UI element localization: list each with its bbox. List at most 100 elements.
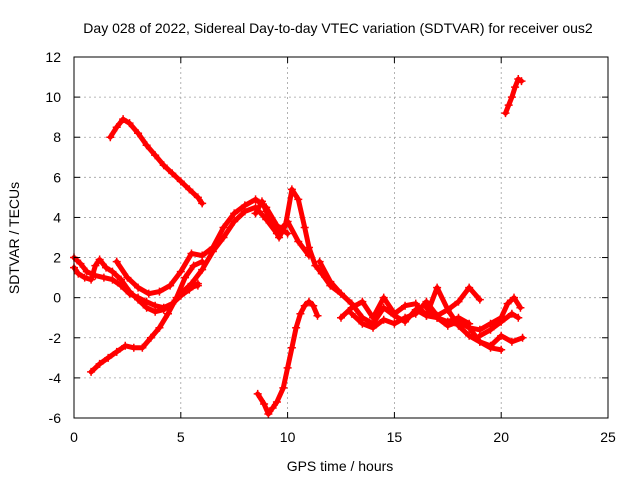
tick-layer: 0 5 10 15 20 25 -6 -4 -2 0 2 4 6 8 10 12 xyxy=(45,49,616,445)
data-point xyxy=(358,319,367,328)
data-point xyxy=(166,281,175,290)
data-point xyxy=(176,289,185,298)
series-layer xyxy=(70,75,527,418)
data-point xyxy=(95,359,104,368)
data-point xyxy=(465,331,474,340)
data-point xyxy=(300,223,309,232)
series-line xyxy=(178,204,312,297)
data-point xyxy=(208,247,217,256)
data-point xyxy=(138,343,147,352)
data-point xyxy=(300,301,309,310)
series-track-c xyxy=(87,257,207,376)
data-point xyxy=(108,267,117,276)
data-point xyxy=(155,287,164,296)
data-point xyxy=(510,293,519,302)
data-point xyxy=(272,397,281,406)
y-tick-label: -2 xyxy=(49,330,62,346)
data-point xyxy=(518,333,527,342)
data-point xyxy=(159,161,168,170)
data-point xyxy=(283,229,292,238)
data-point xyxy=(369,313,378,322)
y-axis-label: SDTVAR / TECUs xyxy=(6,182,22,294)
data-point xyxy=(108,275,117,284)
data-point xyxy=(287,185,296,194)
data-point xyxy=(507,309,516,318)
data-point xyxy=(475,295,484,304)
data-point xyxy=(507,337,516,346)
data-point xyxy=(454,297,463,306)
data-point xyxy=(151,307,160,316)
data-point xyxy=(422,303,431,312)
series-line xyxy=(107,116,205,206)
data-point xyxy=(475,331,484,340)
y-tick-label: 10 xyxy=(45,89,61,105)
data-point xyxy=(281,221,290,230)
data-point xyxy=(112,257,121,266)
series-track-h xyxy=(253,297,322,418)
data-point xyxy=(168,169,177,178)
data-point xyxy=(155,323,164,332)
data-point xyxy=(219,233,228,242)
data-point xyxy=(91,261,100,270)
data-point xyxy=(268,221,277,230)
data-point xyxy=(296,309,305,318)
y-tick-label: 4 xyxy=(53,209,61,225)
data-point xyxy=(185,185,194,194)
data-point xyxy=(123,273,132,282)
data-point xyxy=(119,115,128,124)
y-tick-label: 6 xyxy=(53,169,61,185)
series-line xyxy=(423,305,526,349)
data-point xyxy=(411,299,420,308)
x-axis-label: GPS time / hours xyxy=(287,458,394,474)
data-point xyxy=(106,133,115,142)
data-point xyxy=(104,353,113,362)
data-point xyxy=(294,237,303,246)
data-point xyxy=(264,409,273,418)
data-point xyxy=(358,297,367,306)
data-point xyxy=(253,389,262,398)
data-point xyxy=(142,141,151,150)
data-point xyxy=(151,151,160,160)
data-point xyxy=(172,293,181,302)
series-track-j xyxy=(337,283,484,322)
data-point xyxy=(401,313,410,322)
series-track-o xyxy=(501,75,526,118)
data-point xyxy=(176,177,185,186)
data-point xyxy=(134,295,143,304)
data-point xyxy=(454,317,463,326)
data-point xyxy=(511,83,520,92)
data-point xyxy=(337,313,345,322)
data-point xyxy=(74,269,83,278)
data-point xyxy=(260,399,269,408)
data-point xyxy=(326,277,335,286)
data-point xyxy=(76,259,85,268)
data-point xyxy=(189,261,198,270)
series-track-l xyxy=(422,303,527,350)
data-point xyxy=(193,281,202,290)
data-point xyxy=(292,323,301,332)
data-point xyxy=(443,321,452,330)
x-tick-label: 0 xyxy=(70,429,78,445)
y-tick-label: -4 xyxy=(49,370,62,386)
data-point xyxy=(134,283,143,292)
y-tick-label: -6 xyxy=(49,410,62,426)
data-point xyxy=(230,209,239,218)
data-point xyxy=(193,193,202,202)
data-point xyxy=(497,345,506,354)
data-point xyxy=(390,319,399,328)
data-point xyxy=(198,251,207,260)
data-point xyxy=(313,311,322,320)
data-point xyxy=(129,343,138,352)
data-point xyxy=(422,311,431,320)
data-point xyxy=(369,323,378,332)
data-point xyxy=(501,109,510,118)
data-point xyxy=(82,267,91,276)
x-tick-label: 15 xyxy=(387,429,403,445)
series-track-e xyxy=(112,195,292,298)
data-point xyxy=(497,317,506,326)
series-track-d xyxy=(106,115,207,208)
data-point xyxy=(379,315,388,324)
data-point xyxy=(486,325,495,334)
data-point xyxy=(497,331,506,340)
